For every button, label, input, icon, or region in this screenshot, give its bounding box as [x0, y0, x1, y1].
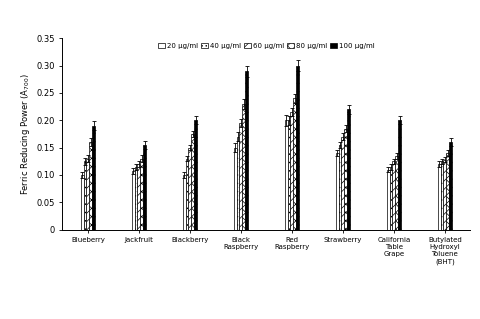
Bar: [234, 148, 237, 230]
Bar: [245, 71, 248, 230]
Bar: [296, 66, 299, 230]
Bar: [183, 175, 186, 230]
Y-axis label: Ferric Reducing Power (A$_{700}$): Ferric Reducing Power (A$_{700}$): [19, 73, 32, 195]
Bar: [189, 148, 192, 230]
Bar: [336, 153, 339, 230]
Bar: [390, 167, 393, 230]
Bar: [339, 145, 341, 230]
Bar: [240, 123, 242, 230]
Legend: 20 μg/ml, 40 μg/ml, 60 μg/ml, 80 μg/ml, 100 μg/ml: 20 μg/ml, 40 μg/ml, 60 μg/ml, 80 μg/ml, …: [156, 42, 376, 50]
Bar: [347, 109, 350, 230]
Bar: [143, 145, 146, 230]
Bar: [398, 120, 401, 230]
Bar: [387, 169, 390, 230]
Bar: [393, 161, 396, 230]
Bar: [449, 142, 452, 230]
Bar: [288, 120, 290, 230]
Bar: [293, 99, 296, 230]
Bar: [86, 159, 89, 230]
Bar: [285, 120, 288, 230]
Bar: [84, 161, 86, 230]
Bar: [194, 120, 197, 230]
Bar: [444, 160, 446, 230]
Bar: [438, 164, 441, 230]
Bar: [81, 175, 84, 230]
Bar: [344, 129, 347, 230]
Bar: [441, 161, 444, 230]
Bar: [446, 153, 449, 230]
Bar: [242, 104, 245, 230]
Bar: [92, 126, 95, 230]
Bar: [396, 156, 398, 230]
Bar: [132, 171, 135, 230]
Bar: [341, 137, 344, 230]
Bar: [186, 159, 189, 230]
Bar: [290, 112, 293, 230]
Bar: [192, 134, 194, 230]
Bar: [237, 137, 240, 230]
Bar: [137, 164, 140, 230]
Bar: [140, 159, 143, 230]
Bar: [135, 167, 137, 230]
Bar: [89, 142, 92, 230]
